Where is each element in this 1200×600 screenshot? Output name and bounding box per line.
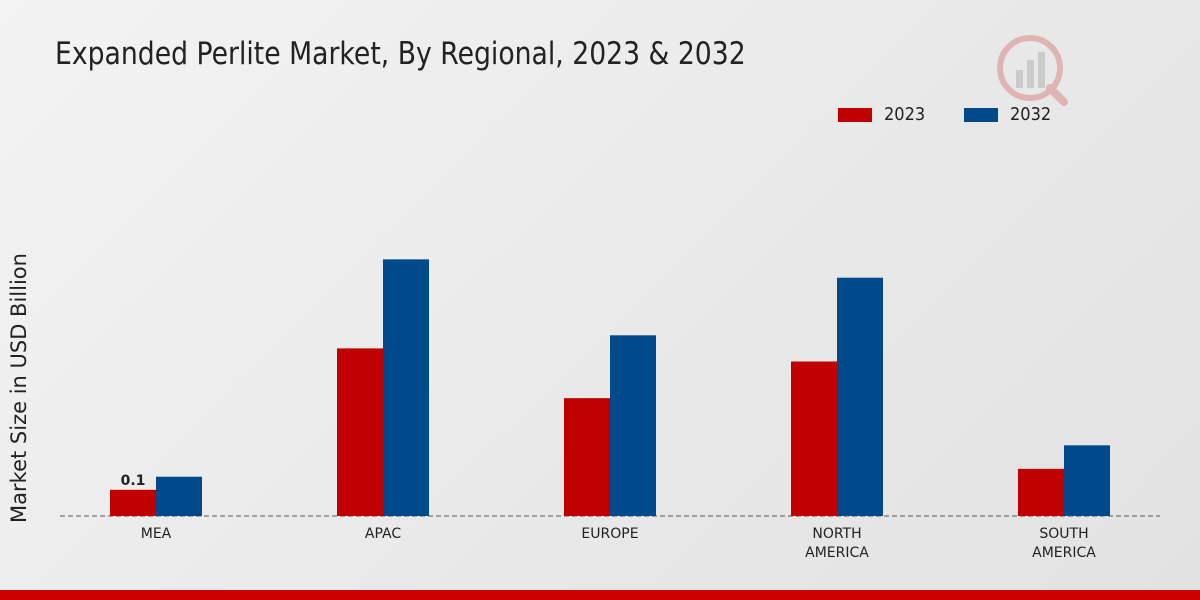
x-tick-label-north-america-line2: AMERICA bbox=[805, 545, 869, 561]
bar-2032-mea bbox=[156, 476, 202, 516]
x-tick-label-north-america-line1: NORTH bbox=[812, 526, 861, 542]
bottom-accent-bar bbox=[0, 590, 1200, 600]
legend-label-2023: 2023 bbox=[884, 104, 926, 125]
legend-swatch-2023 bbox=[838, 107, 872, 122]
bar-2023-north-america bbox=[791, 361, 837, 516]
x-tick-label-mea: MEA bbox=[141, 526, 172, 542]
legend-label-2032: 2032 bbox=[1009, 104, 1052, 125]
legend-item-2023: 2023 bbox=[838, 104, 930, 125]
bar-2023-mea bbox=[110, 489, 156, 516]
x-tick-label-south-america-line2: AMERICA bbox=[1032, 545, 1096, 561]
data-label-2023-0: 0.1 bbox=[121, 473, 146, 489]
x-tick-label-apac: APAC bbox=[365, 526, 401, 542]
chart-title: Expanded Perlite Market, By Regional, 20… bbox=[55, 36, 746, 72]
bar-2032-apac bbox=[383, 259, 429, 516]
x-tick-label-europe: EUROPE bbox=[581, 526, 638, 542]
legend-item-2032: 2032 bbox=[963, 104, 1056, 125]
bar-2023-europe bbox=[564, 398, 610, 516]
bar-2023-south-america bbox=[1018, 468, 1064, 516]
chart-legend: 2023 2032 bbox=[838, 104, 1090, 125]
legend-swatch-2032 bbox=[963, 107, 998, 122]
bar-2032-north-america bbox=[837, 277, 883, 516]
x-tick-label-south-america-line1: SOUTH bbox=[1039, 526, 1088, 542]
bar-2023-apac bbox=[337, 348, 383, 516]
bar-2032-south-america bbox=[1064, 445, 1110, 516]
bar-2032-europe bbox=[610, 335, 656, 516]
market-research-logo-icon bbox=[997, 35, 1068, 106]
y-axis-label: Market Size in USD Billion bbox=[7, 253, 31, 523]
